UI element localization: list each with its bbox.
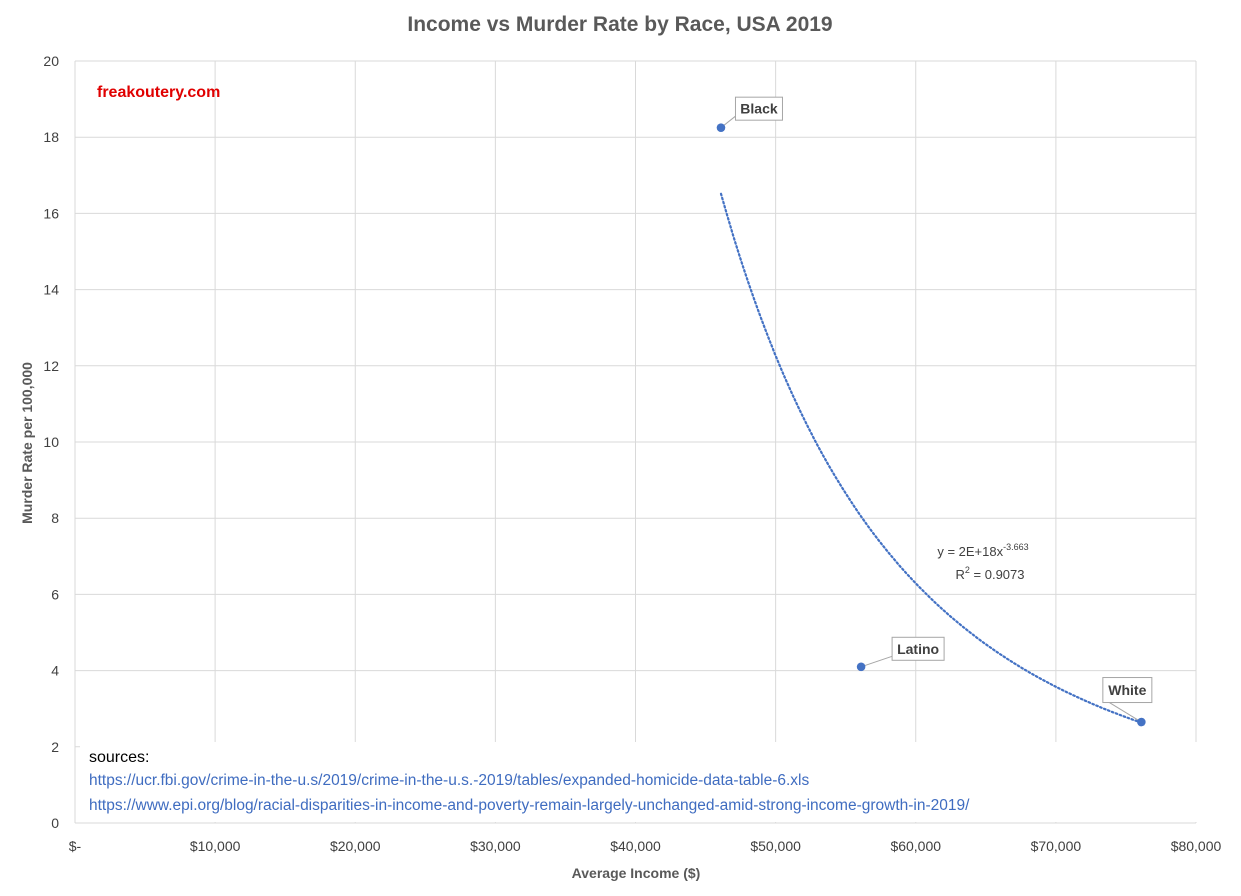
y-tick-label: 12 bbox=[43, 358, 59, 374]
r2-letter: R bbox=[956, 567, 965, 582]
trendline-equation: y = 2E+18x-3.663 bbox=[937, 542, 1028, 559]
r2-value: = 0.9073 bbox=[970, 567, 1025, 582]
y-tick-label: 4 bbox=[51, 663, 59, 679]
r2-exponent: 2 bbox=[965, 565, 970, 575]
x-tick-label: $40,000 bbox=[610, 838, 661, 854]
source-link-epi[interactable]: https://www.epi.org/blog/racial-disparit… bbox=[89, 797, 970, 814]
y-tick-label: 8 bbox=[51, 510, 59, 526]
callout-leader bbox=[860, 655, 893, 668]
y-tick-label: 14 bbox=[43, 282, 59, 298]
data-marker bbox=[1137, 717, 1146, 727]
x-tick-label: $10,000 bbox=[190, 838, 241, 854]
y-axis-ticks: 0 2 4 6 8 10 12 14 16 18 20 bbox=[43, 53, 59, 831]
source-link-fbi[interactable]: https://ucr.fbi.gov/crime-in-the-u.s/201… bbox=[89, 772, 809, 789]
point-latino: Latino bbox=[856, 636, 945, 672]
equation-base: y = 2E+18x bbox=[937, 544, 1003, 559]
y-tick-label: 6 bbox=[51, 586, 59, 602]
equation-exponent: -3.663 bbox=[1003, 542, 1029, 552]
callout-box bbox=[891, 636, 945, 661]
y-tick-label: 0 bbox=[51, 815, 59, 831]
x-tick-label: $20,000 bbox=[330, 838, 381, 854]
point-black: Black bbox=[716, 96, 783, 132]
x-tick-label: $80,000 bbox=[1171, 838, 1222, 854]
y-tick-label: 10 bbox=[43, 434, 59, 450]
point-label: Latino bbox=[897, 641, 939, 657]
power-trendline bbox=[719, 192, 1142, 724]
sources-box bbox=[80, 742, 1198, 822]
x-tick-label: $70,000 bbox=[1031, 838, 1082, 854]
callout-box bbox=[734, 96, 783, 121]
data-marker bbox=[856, 662, 866, 672]
x-tick-label: $50,000 bbox=[750, 838, 801, 854]
trendline-r-squared: R2 = 0.9073 bbox=[956, 565, 1025, 582]
point-label: Black bbox=[740, 101, 778, 117]
watermark-text: freakoutery.com bbox=[97, 84, 220, 101]
data-marker bbox=[716, 123, 726, 132]
data-points: Black Latino White bbox=[716, 96, 1153, 727]
gridlines bbox=[74, 60, 1197, 824]
point-label: White bbox=[1108, 682, 1146, 698]
y-tick-label: 16 bbox=[43, 205, 59, 221]
callout-box bbox=[1102, 677, 1153, 704]
y-axis-title: Murder Rate per 100,000 bbox=[19, 362, 35, 524]
sources-heading: sources: bbox=[89, 749, 149, 766]
chart-title: Income vs Murder Rate by Race, USA 2019 bbox=[407, 13, 832, 36]
x-tick-label: $- bbox=[69, 838, 82, 854]
point-white: White bbox=[1102, 677, 1153, 727]
y-tick-label: 2 bbox=[51, 739, 59, 755]
x-axis-title: Average Income ($) bbox=[572, 865, 701, 881]
x-tick-label: $60,000 bbox=[890, 838, 941, 854]
x-axis-ticks: $- $10,000 $20,000 $30,000 $40,000 $50,000 $60… bbox=[69, 838, 1222, 854]
x-tick-label: $30,000 bbox=[470, 838, 521, 854]
y-tick-label: 20 bbox=[43, 53, 59, 69]
y-tick-label: 18 bbox=[43, 129, 59, 145]
